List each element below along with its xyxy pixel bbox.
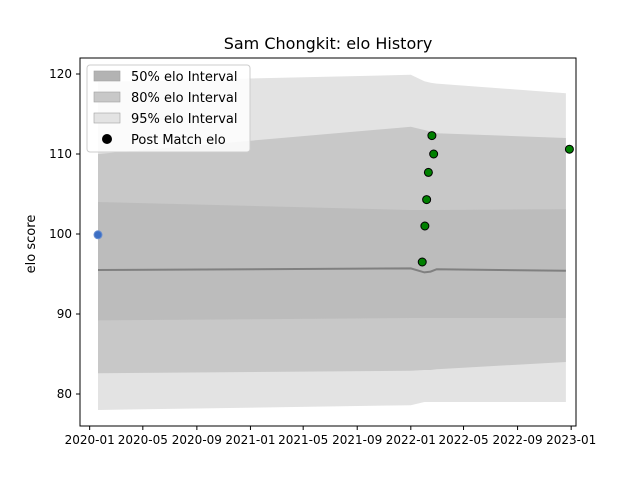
post-match-point xyxy=(417,257,427,267)
post-match-point xyxy=(564,144,574,154)
legend-swatch-50 xyxy=(93,70,121,82)
x-tick-label: 2022-05 xyxy=(438,433,488,447)
x-tick-label: 2020-01 xyxy=(65,433,115,447)
x-tick-label: 2021-01 xyxy=(225,433,275,447)
y-tick-label: 110 xyxy=(49,147,72,161)
plot-area xyxy=(79,57,577,427)
x-tick-label: 2020-05 xyxy=(118,433,168,447)
y-axis: 80 90 100 110 120 xyxy=(49,67,80,401)
x-tick-label: 2021-09 xyxy=(332,433,382,447)
x-axis: 2020-01 2020-05 2020-09 2021-01 2021-05 2021-… xyxy=(65,426,596,447)
x-tick-label: 2020-09 xyxy=(172,433,222,447)
y-tick-label: 90 xyxy=(57,307,72,321)
legend-swatch-95 xyxy=(93,112,121,124)
x-tick-label: 2022-01 xyxy=(386,433,436,447)
plot-frame xyxy=(79,57,577,427)
y-tick-label: 80 xyxy=(57,387,72,401)
legend-label: 80% elo Interval xyxy=(131,91,238,106)
post-match-point xyxy=(423,167,433,177)
post-match-point xyxy=(420,221,430,231)
legend-label: 50% elo Interval xyxy=(131,70,238,85)
mean-line xyxy=(97,267,566,274)
post-match-point xyxy=(427,131,437,141)
initial-elo-point xyxy=(93,230,103,240)
legend-label: 95% elo Interval xyxy=(131,112,238,127)
chart-title: Sam Chongkit: elo History xyxy=(224,34,433,53)
legend-swatch-80 xyxy=(93,91,121,103)
x-tick-label: 2022-09 xyxy=(492,433,542,447)
legend: 50% elo Interval 80% elo Interval 95% elo … xyxy=(86,64,251,153)
band-50-area xyxy=(98,202,566,321)
legend-box xyxy=(86,64,251,153)
y-tick-label: 100 xyxy=(49,227,72,241)
y-axis-label: elo score xyxy=(24,215,39,274)
post-match-point xyxy=(429,149,439,159)
legend-label: Post Match elo xyxy=(131,133,226,148)
legend-marker-post-match xyxy=(102,134,112,144)
post-match-point xyxy=(422,195,432,205)
y-tick-label: 120 xyxy=(49,67,72,81)
x-tick-label: 2023-01 xyxy=(546,433,596,447)
x-tick-label: 2021-05 xyxy=(278,433,328,447)
